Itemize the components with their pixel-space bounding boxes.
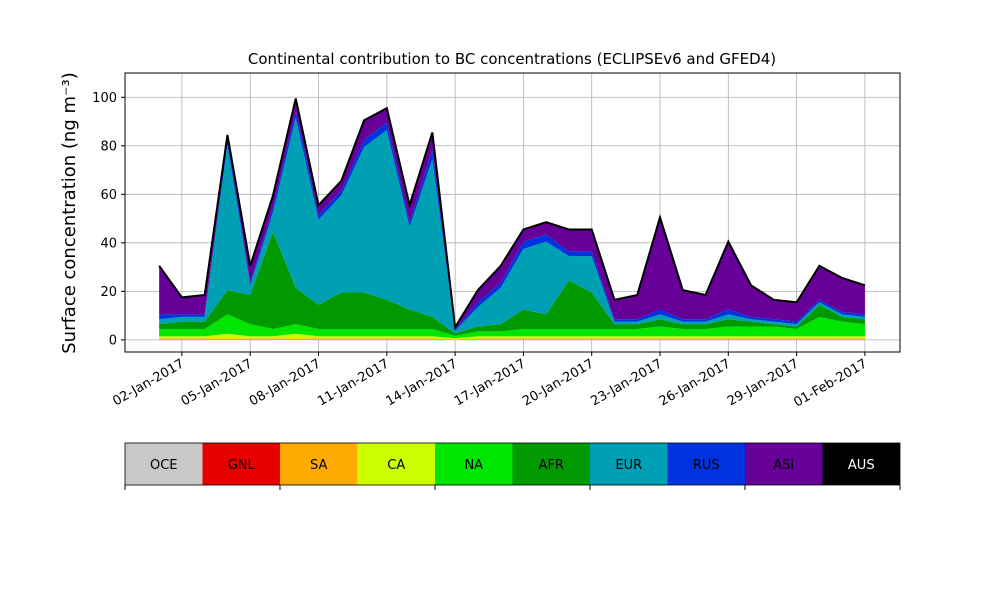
x-tick-label: 17-Jan-2017 — [452, 356, 529, 409]
x-tick-label: 29-Jan-2017 — [725, 356, 802, 409]
legend-label: EUR — [615, 458, 642, 473]
x-tick-label: 11-Jan-2017 — [315, 356, 392, 409]
x-tick-label: 20-Jan-2017 — [520, 356, 597, 409]
y-axis-label: Surface concentration (ng m⁻³) — [59, 72, 80, 354]
area — [159, 231, 865, 336]
total-outline — [158, 98, 866, 331]
legend-swatch — [667, 443, 745, 485]
legend-label: NA — [464, 458, 483, 473]
legend-swatch — [125, 443, 203, 485]
y-tick-label: 60 — [100, 188, 117, 203]
x-tick-label: 14-Jan-2017 — [384, 356, 461, 409]
legend-swatch — [822, 443, 900, 485]
legend-label: CA — [387, 458, 405, 473]
x-tick-label: 23-Jan-2017 — [588, 356, 665, 409]
area — [159, 98, 865, 330]
area — [159, 117, 865, 334]
y-tick-label: 100 — [92, 91, 117, 106]
area — [159, 314, 865, 339]
x-tick-label: 08-Jan-2017 — [247, 356, 324, 409]
area — [159, 338, 865, 340]
legend-frame — [124, 442, 901, 486]
chart-title: Continental contribution to BC concentra… — [248, 50, 776, 68]
legend-swatch — [357, 443, 435, 485]
y-tick-label: 40 — [100, 236, 117, 251]
x-tick-label: 02-Jan-2017 — [110, 356, 187, 409]
y-tick-label: 80 — [100, 139, 117, 154]
y-tick-label: 20 — [100, 285, 117, 300]
legend-label: OCE — [150, 458, 178, 473]
legend-label: ASI — [773, 458, 794, 473]
legend-label: RUS — [693, 458, 720, 473]
legend-swatch — [202, 443, 280, 485]
legend-label: AUS — [848, 458, 875, 473]
plot-frame — [124, 72, 901, 353]
legend-label: SA — [310, 458, 327, 473]
area — [159, 333, 865, 340]
legend-swatch — [745, 443, 823, 485]
x-tick-label: 01-Feb-2017 — [791, 356, 870, 410]
legend-label: AFR — [539, 458, 564, 473]
legend-swatch — [590, 443, 668, 485]
x-tick-label: 26-Jan-2017 — [657, 356, 734, 409]
y-tick-label: 0 — [109, 333, 117, 348]
legend-label: GNL — [228, 458, 256, 473]
legend-swatch — [280, 443, 358, 485]
x-tick-label: 05-Jan-2017 — [179, 356, 256, 409]
legend-swatch — [512, 443, 590, 485]
legend-swatch — [435, 443, 513, 485]
